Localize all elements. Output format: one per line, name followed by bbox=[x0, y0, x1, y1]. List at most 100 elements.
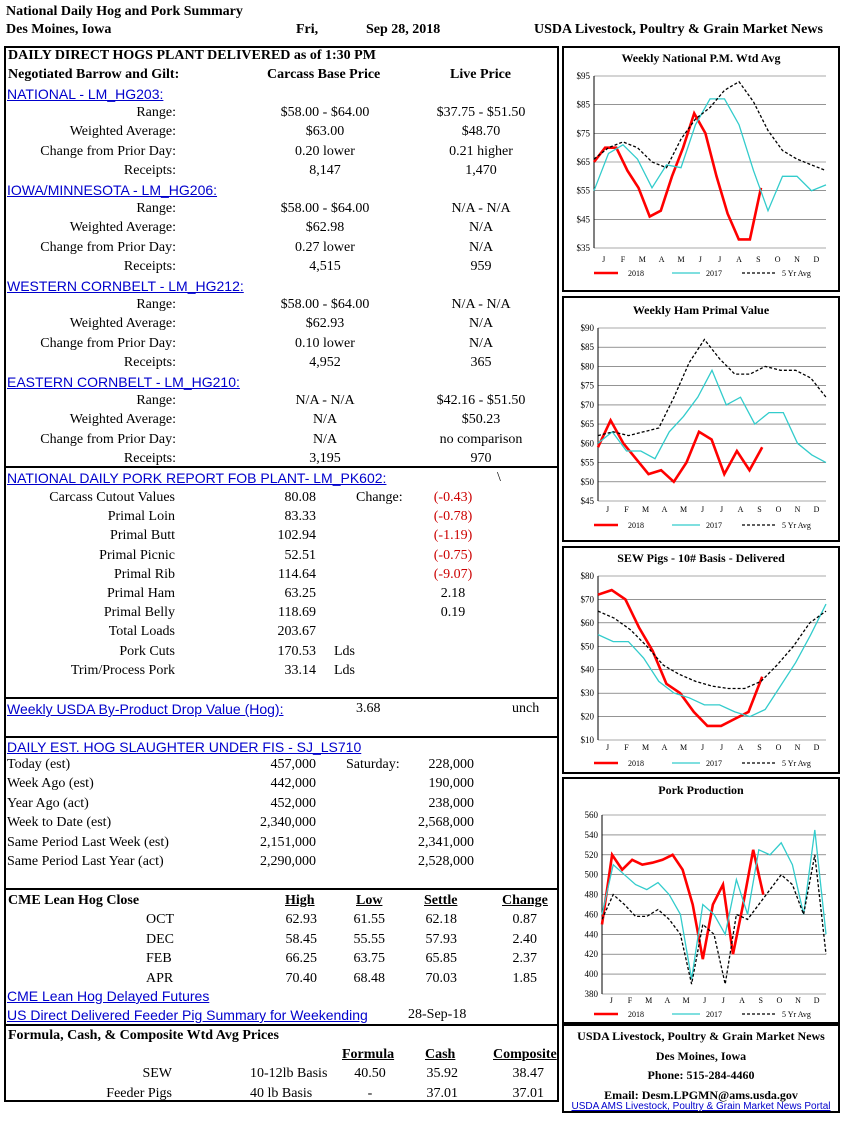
col-live-header: Live Price bbox=[450, 67, 512, 82]
live-value: N/A bbox=[468, 335, 494, 351]
x-tick-label: F bbox=[624, 743, 629, 752]
pork-row-label: Trim/Process Pork bbox=[70, 662, 175, 678]
slaughter-row-label: Week Ago (est) bbox=[7, 776, 94, 792]
y-tick-label: $75 bbox=[581, 381, 595, 391]
contact-email: Email: Desm.LPGMN@ams.usda.gov bbox=[604, 1088, 798, 1102]
left-panel bbox=[4, 46, 559, 1102]
slaughter-row-saturday: 2,528,000 bbox=[418, 854, 474, 869]
slaughter-row-label: Today (est) bbox=[7, 757, 71, 772]
pork-row-change: (-0.78) bbox=[433, 509, 473, 525]
carcass-value: N/A bbox=[312, 412, 338, 428]
contact-agency: USDA Livestock, Poultry & Grain Market N… bbox=[577, 1029, 825, 1043]
y-tick-label: 440 bbox=[585, 929, 599, 939]
legend-label-2017: 2017 bbox=[706, 1010, 722, 1019]
cme-month: DEC bbox=[146, 931, 174, 947]
chart-panel-sew: SEW Pigs - 10# Basis - Delivered $10 $20 $3… bbox=[562, 546, 840, 774]
carcass-value: 8,147 bbox=[309, 162, 341, 178]
series-line-2018 bbox=[596, 417, 764, 484]
x-tick-label: M bbox=[642, 743, 649, 752]
pork-row-value: 33.14 bbox=[284, 662, 317, 678]
live-value: $42.16 - $51.50 bbox=[436, 393, 526, 408]
live-value: N/A - N/A bbox=[451, 297, 511, 312]
feeder-header-formula: Formula bbox=[342, 1047, 395, 1062]
pork-row-change: (-1.19) bbox=[433, 528, 473, 544]
pork-row-label: Total Loads bbox=[108, 624, 175, 640]
contact-phone: Phone: 515-284-4460 bbox=[647, 1068, 755, 1082]
cme-futures-link[interactable]: CME Lean Hog Delayed Futures bbox=[7, 988, 210, 1004]
byproduct-link[interactable]: Weekly USDA By-Product Drop Value (Hog): bbox=[7, 701, 284, 717]
divider bbox=[4, 697, 559, 699]
x-tick-label: J bbox=[720, 743, 723, 752]
row-label: Change from Prior Day: bbox=[40, 431, 176, 447]
x-tick-label: J bbox=[718, 255, 721, 264]
carcass-value: 0.20 lower bbox=[295, 143, 355, 159]
pork-row-label: Carcass Cutout Values bbox=[49, 490, 175, 505]
legend-label-5yr: 5 Yr Avg bbox=[782, 1010, 811, 1019]
y-tick-label: $70 bbox=[581, 400, 595, 410]
live-value: 970 bbox=[470, 450, 492, 466]
carcass-value: $58.00 - $64.00 bbox=[280, 297, 370, 312]
contact-city: Des Moines, Iowa bbox=[655, 1049, 747, 1063]
cme-header-settle: Settle bbox=[424, 893, 458, 908]
feeder-composite: 38.47 bbox=[512, 1066, 545, 1081]
y-tick-label: $10 bbox=[581, 735, 595, 745]
cme-title: CME Lean Hog Close bbox=[8, 893, 140, 908]
carcass-value: 0.10 lower bbox=[295, 335, 355, 351]
y-tick-label: $65 bbox=[577, 157, 591, 167]
x-tick-label: J bbox=[701, 505, 704, 514]
pork-row-change: (-9.07) bbox=[433, 566, 473, 582]
x-tick-label: A bbox=[664, 996, 670, 1005]
region-link[interactable]: IOWA/MINNESOTA - LM_HG206: bbox=[7, 182, 218, 198]
region-link[interactable]: WESTERN CORNBELT - LM_HG212: bbox=[7, 278, 244, 294]
carcass-value: N/A - N/A bbox=[295, 393, 355, 408]
y-tick-label: $70 bbox=[581, 594, 595, 604]
cme-settle: 65.85 bbox=[425, 951, 458, 966]
row-label: Change from Prior Day: bbox=[40, 239, 176, 255]
pork-report-link[interactable]: NATIONAL DAILY PORK REPORT FOB PLANT- LM… bbox=[7, 470, 387, 486]
pork-row-value: 118.69 bbox=[278, 605, 316, 621]
y-tick-label: $45 bbox=[577, 214, 591, 224]
cme-low: 55.55 bbox=[353, 931, 386, 947]
x-tick-label: A bbox=[739, 996, 745, 1005]
carcass-value: 4,515 bbox=[309, 258, 341, 274]
live-value: 1,470 bbox=[465, 162, 497, 178]
slaughter-row-label: Year Ago (act) bbox=[7, 795, 89, 811]
y-tick-label: $50 bbox=[581, 641, 595, 651]
series-line-5-yr-avg bbox=[597, 338, 827, 437]
x-tick-label: J bbox=[701, 743, 704, 752]
x-tick-label: O bbox=[775, 255, 781, 264]
series-line-2018 bbox=[600, 849, 765, 960]
live-value: $37.75 - $51.50 bbox=[436, 105, 526, 120]
live-value: N/A bbox=[468, 239, 494, 255]
feeder-basis: 10-12lb Basis bbox=[250, 1066, 328, 1081]
x-tick-label: O bbox=[776, 996, 782, 1005]
feeder-link[interactable]: US Direct Delivered Feeder Pig Summary f… bbox=[7, 1007, 368, 1023]
y-tick-label: 380 bbox=[585, 989, 599, 999]
y-tick-label: $30 bbox=[581, 688, 595, 698]
pork-row-label: Primal Belly bbox=[103, 605, 175, 621]
hogs-subtitle: Negotiated Barrow and Gilt: bbox=[8, 67, 180, 82]
pork-report-mark: \ bbox=[497, 470, 501, 485]
x-tick-label: S bbox=[756, 255, 760, 264]
contact-portal-link[interactable]: USDA AMS Livestock, Poultry & Grain Mark… bbox=[571, 1101, 831, 1112]
cme-change: 0.87 bbox=[512, 912, 538, 927]
divider bbox=[4, 888, 559, 890]
slaughter-link[interactable]: DAILY EST. HOG SLAUGHTER UNDER FIS - SJ_… bbox=[7, 739, 362, 755]
feeder-cash: 37.01 bbox=[426, 1085, 459, 1101]
x-tick-label: D bbox=[813, 255, 819, 264]
x-tick-label: M bbox=[677, 255, 684, 264]
legend-label-5yr: 5 Yr Avg bbox=[782, 521, 811, 530]
pork-row-label: Primal Ham bbox=[106, 586, 175, 601]
x-tick-label: M bbox=[645, 996, 652, 1005]
y-tick-label: 400 bbox=[585, 969, 599, 979]
region-link[interactable]: NATIONAL - LM_HG203: bbox=[7, 86, 164, 102]
x-tick-label: M bbox=[639, 255, 646, 264]
x-tick-label: N bbox=[794, 255, 800, 264]
legend-label-2018: 2018 bbox=[628, 1010, 644, 1019]
x-tick-label: D bbox=[814, 996, 820, 1005]
region-link[interactable]: EASTERN CORNBELT - LM_HG210: bbox=[7, 374, 240, 390]
legend-label-2017: 2017 bbox=[706, 759, 722, 768]
y-tick-label: $45 bbox=[581, 496, 595, 506]
y-tick-label: $75 bbox=[577, 128, 591, 138]
pork-row-value: 52.51 bbox=[284, 547, 317, 563]
